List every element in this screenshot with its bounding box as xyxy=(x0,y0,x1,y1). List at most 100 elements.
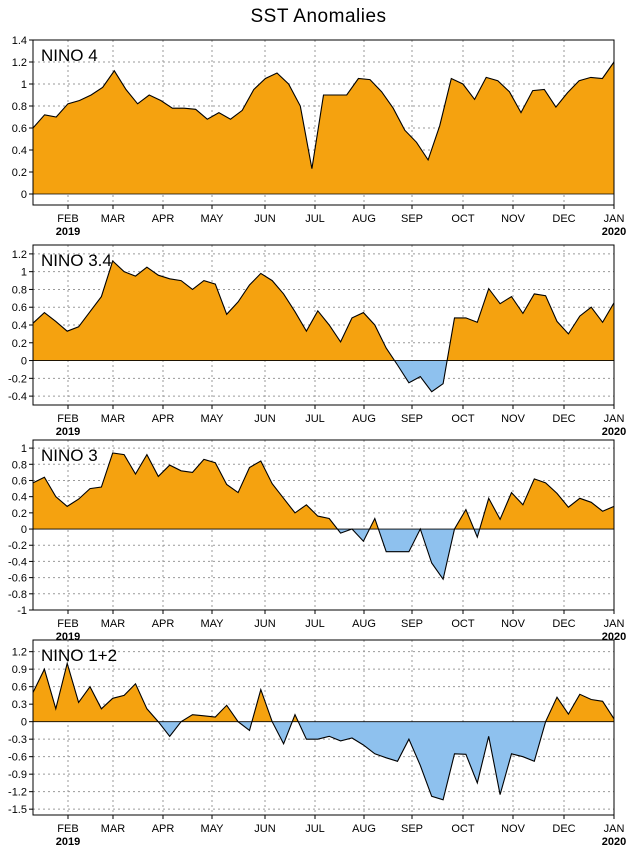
x-tick-label: JUN xyxy=(254,823,275,835)
panel-2: -0.4 -0.2 0 0.2 0.4 0.6 0.8 1 1.2 FEB MAR APR MAY JUN… xyxy=(8,244,626,438)
x-tick-label: JUL xyxy=(305,213,325,225)
y-tick-label: 1.2 xyxy=(12,647,27,659)
panel-4: -1.5 -1.2 -0.9 -0.6 -0.3 0 0.3 0.6 0.9 1.2 FEB MAR A… xyxy=(8,639,626,848)
y-tick-label: 0.9 xyxy=(12,664,27,676)
series-line xyxy=(32,452,615,581)
x-tick-label: JUL xyxy=(305,413,325,425)
panel-label: NINO 1+2 xyxy=(41,646,117,665)
y-tick-label: 0 xyxy=(21,356,27,368)
x-tick-label: MAR xyxy=(101,413,126,425)
y-tick-label: 0.4 xyxy=(12,492,27,504)
y-tick-label: 0 xyxy=(21,524,27,536)
panel-3: -1 -0.8 -0.6 -0.4 -0.2 0 0.2 0.4 0.6 0.8 1 FEB MAR AP… xyxy=(8,439,626,643)
x-tick-label: JUL xyxy=(305,823,325,835)
plot-frame xyxy=(32,439,615,611)
x-tick-label: FEB xyxy=(57,618,78,630)
year-label: 2019 xyxy=(56,836,80,848)
series-line xyxy=(32,661,615,801)
y-tick-label: -0.2 xyxy=(8,373,27,385)
panel-1: 0 0.2 0.4 0.6 0.8 1 1.2 1.4 FEB MAR APR MAY JUN JUL AU… xyxy=(12,35,627,238)
x-tick-label: JUN xyxy=(254,213,275,225)
x-tick-label: JUN xyxy=(254,618,275,630)
y-tick-label: 0.6 xyxy=(12,475,27,487)
x-tick-label: MAY xyxy=(200,413,224,425)
x-tick-label: APR xyxy=(152,823,175,835)
x-tick-label: SEP xyxy=(401,213,423,225)
year-label: 2020 xyxy=(602,426,626,438)
x-tick-label: DEC xyxy=(552,823,575,835)
chart-title: SST Anomalies xyxy=(250,6,387,27)
x-tick-label: DEC xyxy=(552,213,575,225)
year-label: 2020 xyxy=(602,836,626,848)
year-label: 2019 xyxy=(56,226,80,238)
y-tick-label: 0.6 xyxy=(12,123,27,135)
plot-frame xyxy=(32,639,615,816)
x-tick-label: JUL xyxy=(305,618,325,630)
y-tick-label: 1 xyxy=(21,443,27,455)
x-tick-label: NOV xyxy=(501,823,526,835)
negative-anomaly-area xyxy=(33,529,614,580)
x-tick-label: MAR xyxy=(101,823,126,835)
x-tick-label: OCT xyxy=(451,618,475,630)
x-tick-label: SEP xyxy=(401,618,423,630)
positive-anomaly-area xyxy=(33,62,614,194)
positive-anomaly-area xyxy=(33,663,614,722)
y-tick-label: -1.5 xyxy=(8,804,27,816)
series-line xyxy=(32,260,615,393)
y-tick-label: 0.4 xyxy=(12,145,27,157)
x-tick-label: OCT xyxy=(451,213,475,225)
y-tick-label: -0.4 xyxy=(8,556,27,568)
x-tick-label: JAN xyxy=(604,618,625,630)
year-label: 2020 xyxy=(602,226,626,238)
plot-frame xyxy=(32,39,615,206)
x-tick-label: NOV xyxy=(501,213,526,225)
y-tick-label: 0.8 xyxy=(12,459,27,471)
x-tick-label: AUG xyxy=(352,413,376,425)
y-tick-label: 1.2 xyxy=(12,249,27,261)
x-tick-label: OCT xyxy=(451,823,475,835)
x-tick-label: MAY xyxy=(200,823,224,835)
y-tick-label: 0.6 xyxy=(12,302,27,314)
x-tick-label: APR xyxy=(152,413,175,425)
y-tick-label: -0.3 xyxy=(8,734,27,746)
y-tick-label: -0.6 xyxy=(8,752,27,764)
y-tick-label: 1 xyxy=(21,267,27,279)
x-tick-label: AUG xyxy=(352,823,376,835)
x-tick-label: JAN xyxy=(604,413,625,425)
x-tick-label: OCT xyxy=(451,413,475,425)
x-tick-label: DEC xyxy=(552,618,575,630)
x-tick-label: FEB xyxy=(57,413,78,425)
x-tick-label: SEP xyxy=(401,413,423,425)
y-tick-label: -0.6 xyxy=(8,573,27,585)
x-tick-label: APR xyxy=(152,213,175,225)
x-tick-label: AUG xyxy=(352,618,376,630)
y-tick-label: 0.6 xyxy=(12,682,27,694)
x-tick-label: FEB xyxy=(57,823,78,835)
x-tick-label: MAY xyxy=(200,618,224,630)
y-tick-label: 0 xyxy=(21,189,27,201)
y-tick-label: 0 xyxy=(21,717,27,729)
year-label: 2019 xyxy=(56,426,80,438)
y-tick-label: 1.2 xyxy=(12,57,27,69)
x-tick-label: AUG xyxy=(352,213,376,225)
y-tick-label: 0.3 xyxy=(12,699,27,711)
y-tick-label: 0.2 xyxy=(12,508,27,520)
panel-label: NINO 3 xyxy=(41,446,98,465)
y-tick-label: -0.8 xyxy=(8,589,27,601)
y-tick-label: 1.4 xyxy=(12,35,27,47)
y-tick-label: -0.4 xyxy=(8,391,27,403)
x-tick-label: MAR xyxy=(101,213,126,225)
y-tick-label: -1 xyxy=(17,605,27,617)
y-tick-label: 0.8 xyxy=(12,284,27,296)
x-tick-label: NOV xyxy=(501,413,526,425)
x-tick-label: MAY xyxy=(200,213,224,225)
x-tick-label: MAR xyxy=(101,618,126,630)
x-tick-label: SEP xyxy=(401,823,423,835)
positive-anomaly-area xyxy=(33,261,614,361)
y-tick-label: 0.4 xyxy=(12,320,27,332)
x-tick-label: JAN xyxy=(604,213,625,225)
negative-anomaly-area xyxy=(33,360,614,392)
x-tick-label: DEC xyxy=(552,413,575,425)
y-tick-label: -0.9 xyxy=(8,769,27,781)
